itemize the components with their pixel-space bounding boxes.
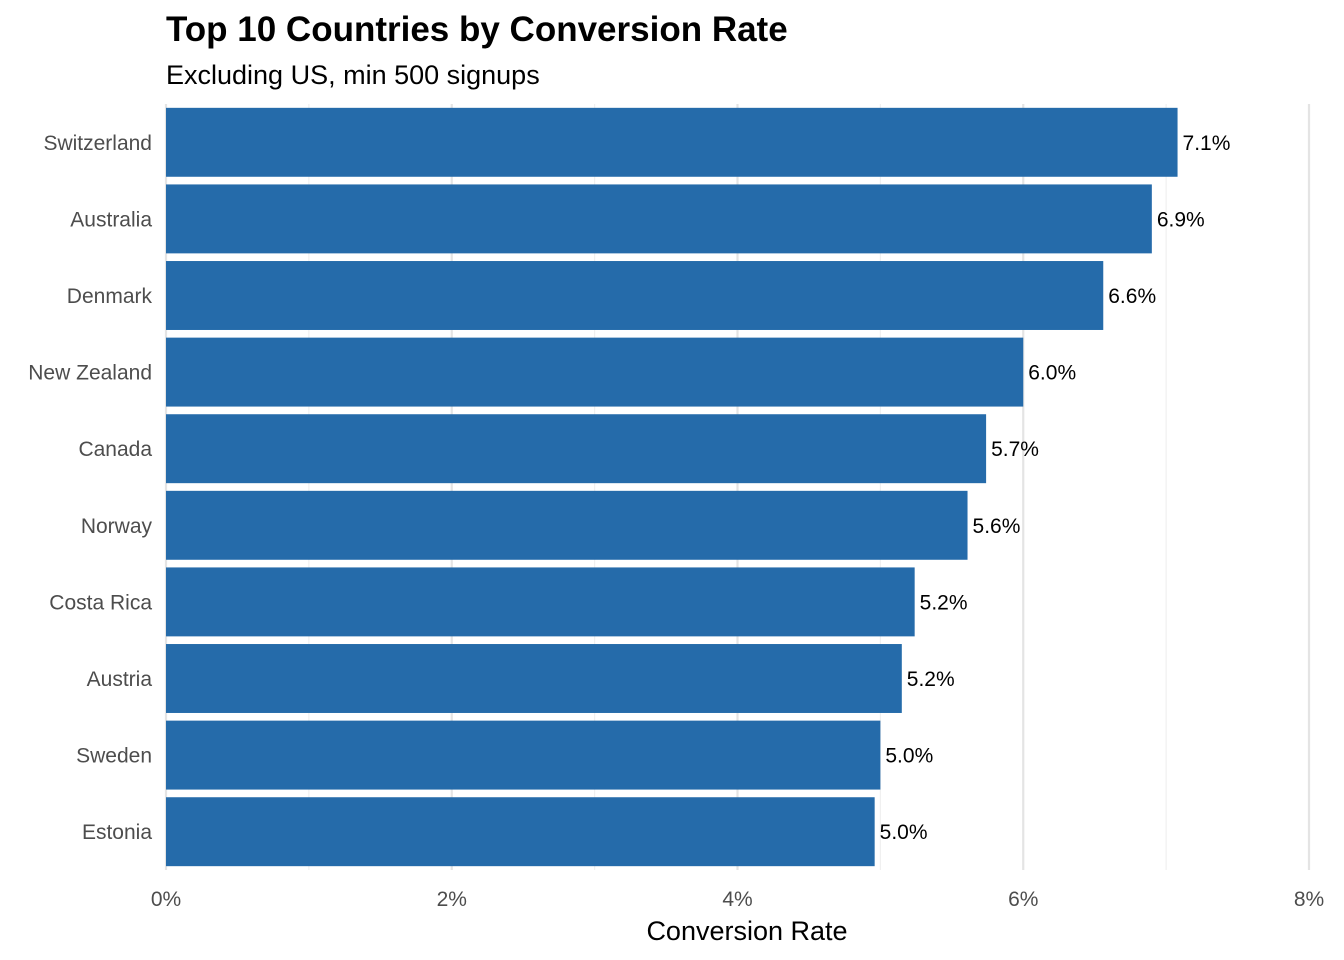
bar: [166, 567, 915, 637]
category-label: Denmark: [67, 285, 153, 308]
data-label: 6.9%: [1157, 208, 1205, 231]
data-label: 5.2%: [907, 668, 955, 691]
bar: [166, 490, 968, 560]
data-label: 5.2%: [920, 591, 968, 614]
category-label: Switzerland: [43, 132, 152, 155]
bar: [166, 414, 987, 484]
x-tick-label: 0%: [151, 888, 181, 911]
bar: [166, 107, 1178, 177]
category-label: Canada: [78, 438, 152, 461]
bars: [166, 107, 1178, 867]
bar: [166, 797, 875, 867]
x-tick-label: 4%: [722, 888, 752, 911]
category-label: Norway: [81, 515, 153, 538]
chart-subtitle: Excluding US, min 500 signups: [166, 60, 540, 90]
data-label: 7.1%: [1183, 132, 1231, 155]
data-label: 6.0%: [1028, 362, 1076, 385]
labels: 0% 2% 4% 6% 8% Switzerland 7.1% Australia 6.9% De…: [28, 132, 1324, 911]
bar: [166, 261, 1104, 330]
data-label: 5.7%: [991, 438, 1039, 461]
x-axis-title: Conversion Rate: [646, 916, 847, 946]
category-label: Australia: [70, 208, 152, 231]
data-label: 5.6%: [973, 515, 1021, 538]
category-label: Estonia: [82, 821, 152, 844]
category-label: New Zealand: [28, 362, 152, 385]
category-label: Costa Rica: [49, 591, 152, 614]
x-tick-label: 6%: [1008, 888, 1038, 911]
x-tick-label: 2%: [437, 888, 467, 911]
bar: [166, 337, 1024, 407]
category-label: Austria: [87, 668, 153, 691]
chart-title: Top 10 Countries by Conversion Rate: [166, 10, 788, 49]
data-label: 5.0%: [880, 821, 928, 844]
x-tick-label: 8%: [1294, 888, 1324, 911]
data-label: 5.0%: [885, 745, 933, 768]
bar: [166, 644, 902, 713]
data-label: 6.6%: [1108, 285, 1156, 308]
bar: [166, 720, 881, 790]
category-label: Sweden: [76, 745, 152, 768]
bar: [166, 184, 1152, 254]
